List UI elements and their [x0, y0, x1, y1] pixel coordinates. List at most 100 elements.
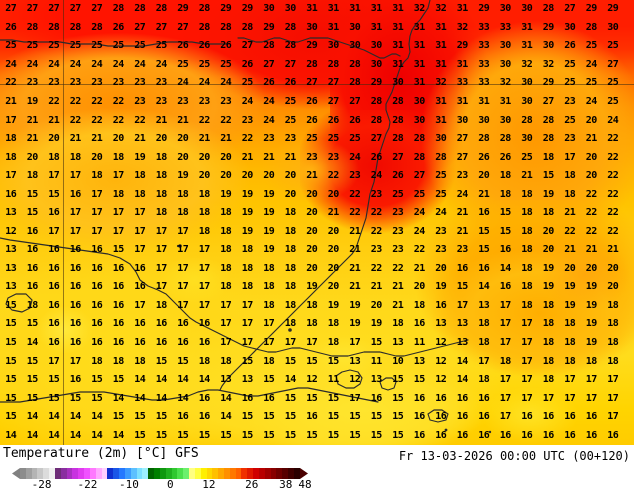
temperature-value: 18 — [263, 281, 275, 293]
temperature-value: 16 — [91, 299, 103, 311]
temperature-value: 30 — [306, 21, 318, 33]
temperature-value: 18 — [69, 151, 82, 163]
temperature-value: 18 — [155, 188, 168, 200]
temperature-value: 16 — [585, 411, 598, 423]
temperature-value: 24 — [91, 58, 103, 70]
temperature-value: 31 — [413, 58, 426, 70]
temperature-value: 25 — [607, 95, 619, 107]
warm-pocket-central — [250, 130, 370, 210]
temperature-value: 19 — [177, 170, 189, 182]
temperature-value: 15 — [241, 411, 254, 423]
temperature-value: 16 — [370, 392, 383, 404]
colorbar-min-arrow-icon — [12, 468, 20, 479]
temperature-value: 30 — [521, 3, 533, 15]
temperature-value: 20 — [220, 151, 232, 163]
temperature-value: 18 — [112, 151, 125, 163]
temperature-value-row: 14 14 14 14 14 14 15 15 15 15 15 15 15 15 15 15 15 15 15 16… — [0, 429, 634, 443]
temperature-value: 30 — [607, 21, 619, 33]
temperature-value: 16 — [177, 411, 189, 423]
temperature-value: 18 — [521, 225, 533, 237]
temperature-value: 24 — [456, 188, 469, 200]
temperature-value: 18 — [91, 170, 103, 182]
temperature-value: 21 — [607, 244, 619, 256]
temperature-value: 16 — [112, 281, 125, 293]
mild-pocket-south-central — [300, 330, 390, 385]
temperature-value: 18 — [327, 337, 340, 349]
temperature-value: 17 — [69, 355, 82, 367]
temperature-value: 28 — [241, 21, 254, 33]
temperature-value: 24 — [349, 151, 361, 163]
temperature-value: 16 — [499, 244, 512, 256]
temperature-value: 15 — [392, 392, 404, 404]
temperature-value: 18 — [499, 170, 512, 182]
temperature-value: 18 — [392, 318, 404, 330]
temperature-value: 19 — [542, 281, 555, 293]
temperature-value: 17 — [177, 281, 189, 293]
temperature-value: 29 — [177, 3, 189, 15]
colorbar-segment — [206, 468, 213, 479]
temperature-value: 20 — [370, 299, 383, 311]
temperature-value: 31 — [392, 21, 404, 33]
temperature-value: 15 — [5, 337, 17, 349]
temperature-value: 30 — [413, 114, 426, 126]
temperature-value: 15 — [284, 355, 297, 367]
temperature-value: 17 — [155, 244, 168, 256]
temperature-value: 13 — [413, 355, 426, 367]
temperature-value: 19 — [306, 281, 318, 293]
temperature-value: 16 — [456, 411, 469, 423]
temperature-value: 25 — [435, 170, 447, 182]
temperature-value: 24 — [220, 77, 232, 89]
colorbar-segment — [142, 468, 149, 479]
temperature-value: 14 — [134, 374, 146, 386]
temperature-value: 15 — [413, 374, 426, 386]
temperature-value: 18 — [478, 374, 490, 386]
temperature-value: 12 — [306, 374, 318, 386]
temperature-value: 22 — [112, 114, 125, 126]
temperature-value: 25 — [585, 40, 598, 52]
temperature-value: 16 — [478, 429, 490, 441]
colorbar-segment — [148, 468, 155, 479]
temperature-value: 30 — [499, 58, 512, 70]
temperature-value: 14 — [155, 374, 168, 386]
grid-meridian — [63, 0, 64, 445]
temperature-value: 31 — [435, 40, 447, 52]
colorbar[interactable] — [12, 468, 308, 479]
temperature-value: 18 — [306, 318, 318, 330]
temperature-value: 22 — [91, 95, 103, 107]
temperature-value: 28 — [69, 21, 82, 33]
temperature-value: 22 — [91, 114, 103, 126]
temperature-value: 14 — [177, 374, 189, 386]
temperature-value: 16 — [456, 262, 469, 274]
temperature-value: 17 — [220, 299, 232, 311]
temperature-value: 28 — [413, 151, 426, 163]
temperature-value: 18 — [220, 244, 232, 256]
temperature-value: 28 — [220, 21, 232, 33]
temperature-value: 17 — [241, 337, 254, 349]
temperature-value: 15 — [327, 429, 340, 441]
temperature-value: 18 — [198, 207, 211, 219]
temperature-value: 18 — [413, 299, 426, 311]
temperature-value: 25 — [91, 40, 103, 52]
temperature-value: 18 — [478, 318, 490, 330]
temperature-value: 23 — [456, 170, 469, 182]
temperature-value: 25 — [564, 114, 576, 126]
temperature-value: 15 — [5, 392, 17, 404]
temperature-value: 27 — [392, 151, 404, 163]
temperature-value: 18 — [607, 355, 619, 367]
temperature-map[interactable]: 27 27 27 27 27 28 28 28 29 28 29 29 30 30 31 31 31 31 31 32… — [0, 0, 634, 445]
temperature-value: 18 — [263, 262, 275, 274]
temperature-value: 19 — [542, 188, 555, 200]
temperature-value: 16 — [155, 318, 168, 330]
temperature-value: 30 — [263, 3, 275, 15]
temperature-value: 15 — [349, 411, 361, 423]
temperature-value: 21 — [26, 133, 39, 145]
temperature-value: 32 — [435, 77, 447, 89]
temperature-value: 28 — [91, 21, 103, 33]
temperature-value: 23 — [284, 133, 297, 145]
temperature-value: 31 — [413, 77, 426, 89]
temperature-value: 19 — [542, 262, 555, 274]
temperature-value: 17 — [349, 337, 361, 349]
temperature-value: 17 — [5, 170, 17, 182]
temperature-value: 22 — [607, 170, 619, 182]
temperature-value: 29 — [241, 3, 254, 15]
